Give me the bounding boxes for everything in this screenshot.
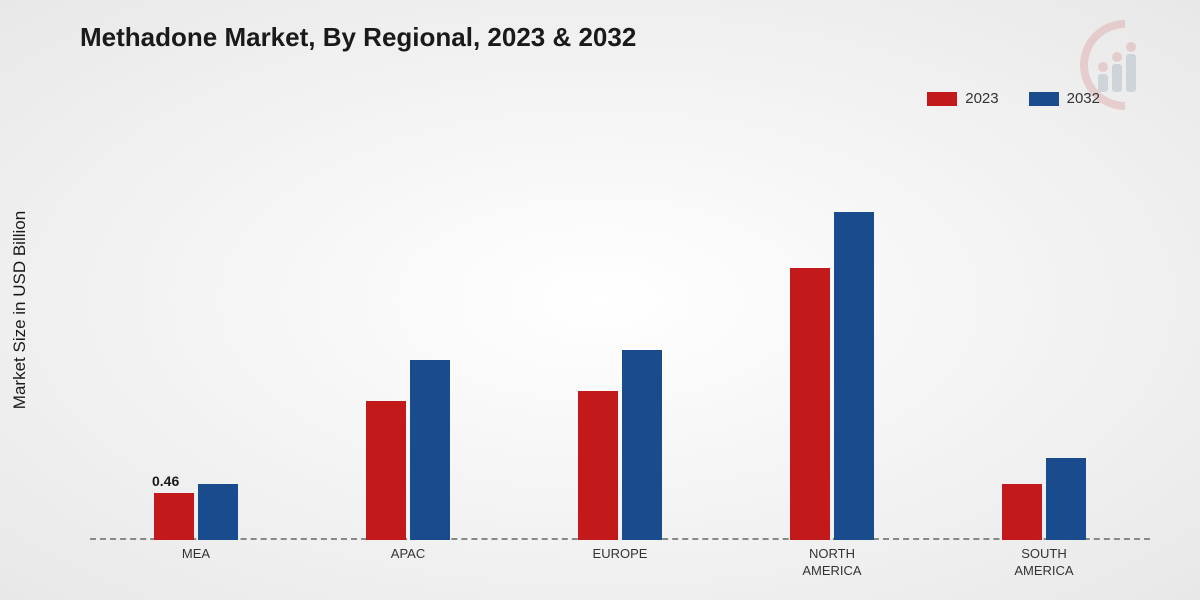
bar-group — [1002, 458, 1086, 540]
bar-2023 — [578, 391, 618, 540]
chart-legend: 2023 2032 — [927, 90, 1100, 107]
x-axis-category-label: APAC — [348, 546, 468, 580]
bar-groups: 0.46 — [90, 150, 1150, 540]
x-axis-category-label: EUROPE — [560, 546, 680, 580]
bar-2032 — [834, 212, 874, 540]
bar-2032 — [410, 360, 450, 540]
x-axis-labels: MEA APAC EUROPE NORTHAMERICA SOUTHAMERICA — [90, 546, 1150, 580]
x-axis-category-label: SOUTHAMERICA — [984, 546, 1104, 580]
bar-group: 0.46 — [154, 484, 238, 540]
bar-2023 — [154, 493, 194, 540]
legend-swatch-2023 — [927, 92, 957, 106]
bar-group — [790, 212, 874, 540]
bar-2032 — [1046, 458, 1086, 540]
bar-group — [578, 350, 662, 540]
legend-swatch-2032 — [1029, 92, 1059, 106]
bar-2032 — [622, 350, 662, 540]
legend-label-2023: 2023 — [965, 90, 998, 107]
legend-item-2023: 2023 — [927, 90, 998, 107]
bar-data-label: 0.46 — [152, 473, 179, 489]
chart-title: Methadone Market, By Regional, 2023 & 20… — [80, 22, 636, 53]
x-axis-category-label: NORTHAMERICA — [772, 546, 892, 580]
bar-2032 — [198, 484, 238, 540]
y-axis-label: Market Size in USD Billion — [10, 211, 30, 409]
bar-group — [366, 360, 450, 540]
bar-2023 — [1002, 484, 1042, 540]
chart-plot-area: 0.46 — [90, 150, 1150, 540]
bar-2023 — [790, 268, 830, 540]
legend-label-2032: 2032 — [1067, 90, 1100, 107]
legend-item-2032: 2032 — [1029, 90, 1100, 107]
x-axis-category-label: MEA — [136, 546, 256, 580]
bar-2023 — [366, 401, 406, 540]
